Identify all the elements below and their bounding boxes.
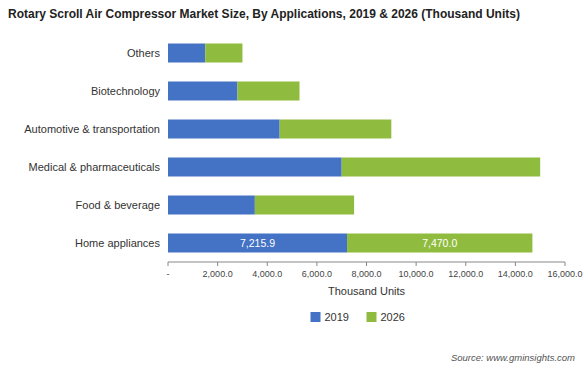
category-label: Home appliances: [75, 237, 160, 249]
x-axis-label: Thousand Units: [328, 285, 406, 297]
legend-label: 2019: [325, 311, 349, 323]
x-tick: [366, 262, 367, 266]
legend-swatch: [311, 312, 321, 322]
category-label: Medical & pharmaceuticals: [29, 161, 161, 173]
bar: [168, 44, 205, 63]
x-tick-label: 14,000.0: [498, 269, 533, 279]
chart: Rotary Scroll Air Compressor Market Size…: [0, 0, 585, 369]
x-tick-label: 8,000.0: [351, 269, 381, 279]
x-tick: [217, 262, 218, 266]
bar: [342, 158, 541, 177]
bar: [168, 120, 280, 139]
x-tick-label: 2,000.0: [203, 269, 233, 279]
title: Rotary Scroll Air Compressor Market Size…: [8, 7, 520, 21]
legend: 2019 2026: [311, 311, 405, 323]
x-tick: [515, 262, 516, 266]
bar: [168, 234, 347, 253]
legend-label: 2026: [381, 311, 405, 323]
x-tick: [168, 262, 169, 266]
x-tick-label: 16,000.0: [547, 269, 582, 279]
x-tick: [565, 262, 566, 266]
bar: [168, 158, 342, 177]
x-tick-label: 10,000.0: [399, 269, 434, 279]
category-label: Automotive & transportation: [24, 123, 160, 135]
x-tick-label: 12,000.0: [448, 269, 483, 279]
category-label: Food & beverage: [76, 199, 160, 211]
category-label: Biotechnology: [91, 85, 161, 97]
bar: [237, 82, 299, 101]
bar: [255, 196, 354, 215]
bar: [205, 44, 242, 63]
bar: [168, 82, 237, 101]
source-text: Source: www.gminsights.com: [451, 352, 575, 363]
bar: [168, 196, 255, 215]
bars: [168, 44, 540, 253]
data-label: 7,470.0: [422, 237, 457, 249]
x-tick-label: 4,000.0: [252, 269, 282, 279]
x-tick: [465, 262, 466, 266]
bar: [347, 234, 532, 253]
bar: [280, 120, 392, 139]
data-label: 7,215.9: [240, 237, 275, 249]
legend-swatch: [367, 312, 377, 322]
category-label: Others: [127, 47, 161, 59]
x-tick: [316, 262, 317, 266]
x-tick: [267, 262, 268, 266]
x-tick-label: -: [167, 269, 170, 279]
x-tick-label: 6,000.0: [302, 269, 332, 279]
x-tick: [416, 262, 417, 266]
